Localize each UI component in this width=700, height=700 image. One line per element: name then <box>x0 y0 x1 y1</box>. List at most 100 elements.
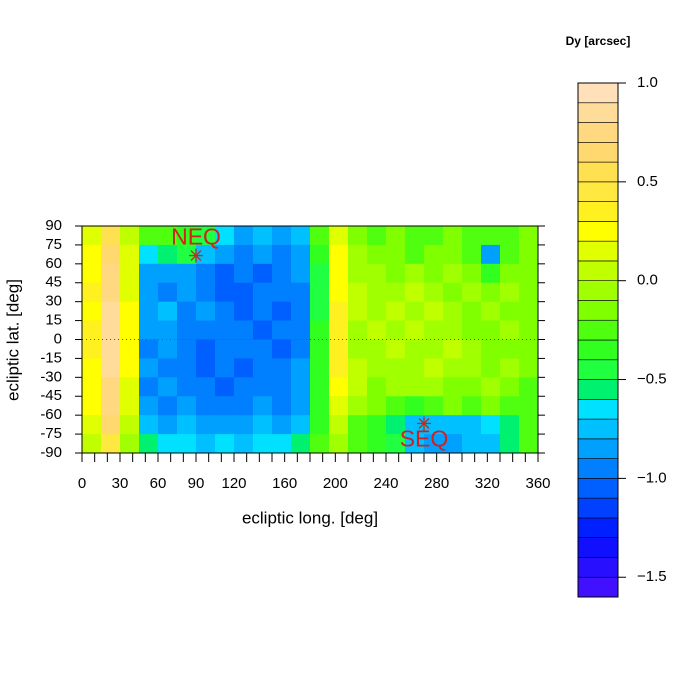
cell <box>500 320 520 340</box>
cell <box>424 244 444 265</box>
cell <box>405 282 425 303</box>
cell <box>462 282 482 303</box>
cell <box>139 226 159 246</box>
x-tick-label: 60 <box>150 475 167 492</box>
cell <box>329 320 349 340</box>
cell <box>177 396 197 416</box>
cell <box>177 320 197 340</box>
cell <box>386 263 406 284</box>
colorbar-tick-label: 0.5 <box>637 173 658 190</box>
cell <box>443 320 463 340</box>
cell <box>386 301 406 322</box>
cell <box>500 226 520 246</box>
cell <box>196 358 216 378</box>
cell <box>481 415 501 435</box>
cell <box>234 263 254 284</box>
cell <box>177 263 197 284</box>
cell <box>291 396 311 416</box>
cell <box>367 263 387 284</box>
cell <box>272 377 292 397</box>
colorbar-band <box>577 221 619 242</box>
colorbar-frame <box>577 82 619 598</box>
cell <box>196 377 216 397</box>
cell <box>234 358 254 378</box>
x-tick-label: 280 <box>424 475 449 492</box>
cell <box>158 320 178 340</box>
cell <box>329 301 349 322</box>
y-tick-label: -30 <box>40 368 62 385</box>
cell <box>348 434 368 453</box>
colorbar-band <box>577 201 619 222</box>
cell <box>82 377 102 397</box>
cell <box>329 282 349 303</box>
cell <box>253 339 273 359</box>
colorbar-band <box>577 181 619 202</box>
cell <box>291 434 311 453</box>
cell <box>158 263 178 284</box>
cell <box>253 226 273 246</box>
cell <box>367 282 387 303</box>
colorbar-band <box>577 517 619 538</box>
cell <box>481 263 501 284</box>
cell <box>291 339 311 359</box>
cell <box>481 320 501 340</box>
cell <box>234 415 254 435</box>
cell <box>462 434 482 453</box>
cell <box>310 263 330 284</box>
cell <box>443 244 463 265</box>
annotation-marker <box>417 416 431 431</box>
cell <box>405 226 425 246</box>
cell <box>443 226 463 246</box>
cell <box>443 377 463 397</box>
cell <box>120 377 140 397</box>
cell <box>101 396 121 416</box>
cell <box>519 226 538 246</box>
cell <box>234 301 254 322</box>
cell <box>120 358 140 378</box>
cell <box>177 339 197 359</box>
cell <box>196 434 216 453</box>
cell <box>348 415 368 435</box>
cell <box>291 320 311 340</box>
cell <box>310 358 330 378</box>
x-tick-label: 360 <box>525 475 550 492</box>
x-tick-label: 90 <box>188 475 205 492</box>
cell <box>519 339 538 359</box>
colorbar-band <box>577 576 619 598</box>
cell <box>500 339 520 359</box>
cell <box>424 263 444 284</box>
cell <box>519 434 538 453</box>
cell <box>215 320 235 340</box>
cell <box>367 377 387 397</box>
y-tick-label: -90 <box>40 444 62 461</box>
cell <box>139 282 159 303</box>
cell <box>405 396 425 416</box>
field <box>82 226 538 453</box>
cell <box>329 415 349 435</box>
y-tick-label: 75 <box>45 236 62 253</box>
cell <box>405 377 425 397</box>
cell <box>310 415 330 435</box>
x-tick-label: 160 <box>272 475 297 492</box>
cell <box>291 282 311 303</box>
x-tick-label: 240 <box>373 475 398 492</box>
colorbar-tick-label: −0.5 <box>637 371 667 388</box>
colorbar-band <box>577 319 619 341</box>
cell <box>215 377 235 397</box>
marker-stroke <box>190 250 202 261</box>
cell <box>253 301 273 322</box>
cell <box>500 358 520 378</box>
y-tick-label: -15 <box>40 349 62 366</box>
cell <box>82 339 102 359</box>
cell <box>424 434 444 453</box>
cell <box>386 320 406 340</box>
cell <box>272 263 292 284</box>
cell <box>215 415 235 435</box>
cell <box>329 396 349 416</box>
colorbar-band <box>577 557 619 578</box>
cell <box>158 415 178 435</box>
cell <box>481 339 501 359</box>
colorbar-tick-label: 1.0 <box>637 74 658 91</box>
cell <box>386 226 406 246</box>
cell <box>234 226 254 246</box>
